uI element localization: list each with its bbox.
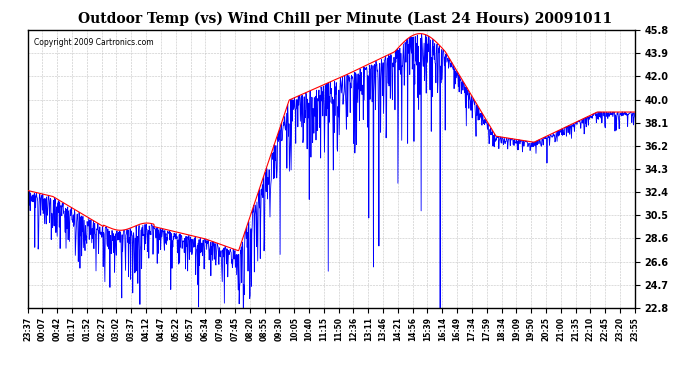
- Text: Outdoor Temp (vs) Wind Chill per Minute (Last 24 Hours) 20091011: Outdoor Temp (vs) Wind Chill per Minute …: [78, 11, 612, 26]
- Text: Copyright 2009 Cartronics.com: Copyright 2009 Cartronics.com: [34, 38, 153, 47]
